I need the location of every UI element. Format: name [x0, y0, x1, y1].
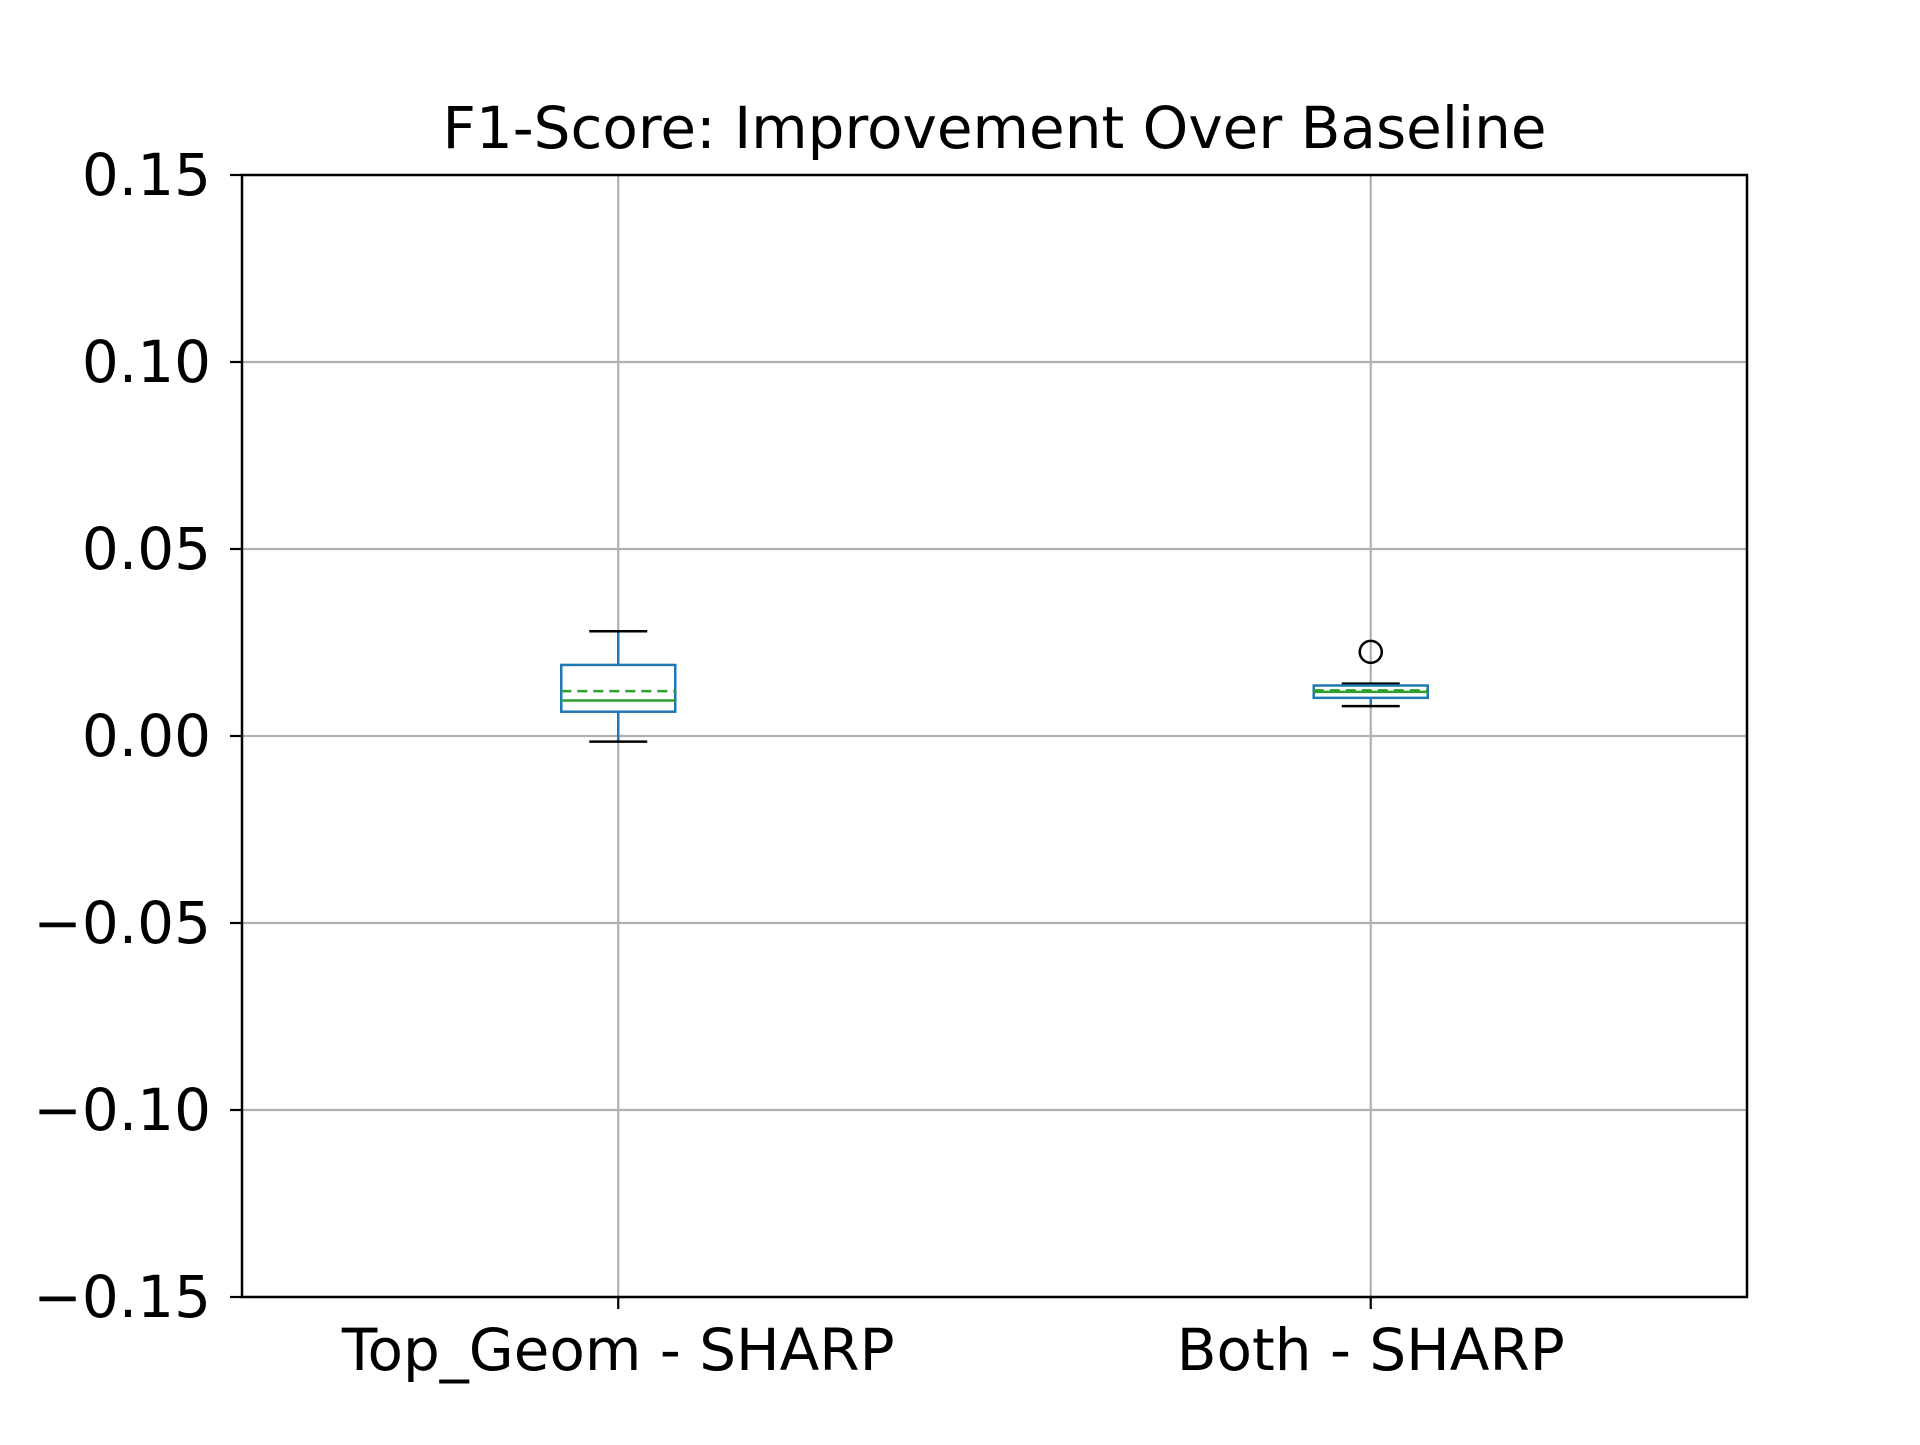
x-tick-label: Top_Geom - SHARP [341, 1316, 895, 1384]
y-tick-label: −0.10 [33, 1076, 211, 1144]
iqr-box [560, 663, 677, 713]
tick-layer: 0.15 0.10 0.05 0.00 −0.05 −0.10 −0.15 Top_Geom … [33, 141, 1564, 1384]
box-group [560, 630, 677, 743]
chart-title: F1-Score: Improvement Over Baseline [442, 94, 1546, 162]
x-tick-label: Both - SHARP [1177, 1316, 1565, 1384]
y-tick-label: 0.00 [82, 702, 211, 770]
grid-layer [242, 173, 1747, 1299]
outlier-point [1358, 639, 1383, 665]
y-tick-label: −0.15 [33, 1263, 211, 1331]
y-tick-label: −0.05 [33, 889, 211, 957]
y-tick-label: 0.05 [82, 515, 211, 583]
y-tick-label: 0.10 [82, 328, 211, 396]
y-tick-label: 0.15 [82, 141, 211, 209]
plot-layer [560, 630, 1429, 743]
box-group [1312, 639, 1429, 708]
